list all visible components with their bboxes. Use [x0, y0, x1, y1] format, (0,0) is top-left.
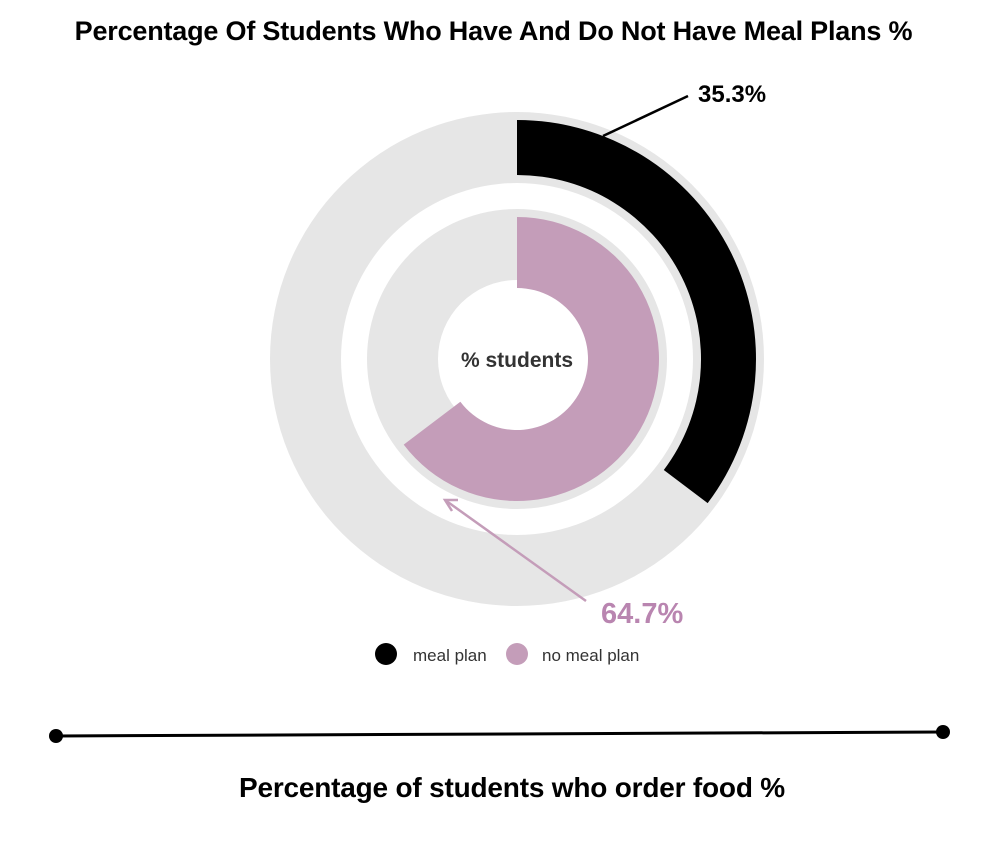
data-label-meal-plan: 35.3%: [698, 81, 766, 108]
bar-meal-plan: [517, 120, 756, 504]
legend-label: no meal plan: [542, 646, 639, 665]
center-label: % students: [461, 349, 573, 372]
divider-line: [49, 725, 950, 743]
divider-left-dot: [49, 729, 63, 743]
data-label-no-meal-plan: 64.7%: [601, 598, 683, 630]
legend-label: meal plan: [413, 646, 487, 665]
chart-title: Percentage Of Students Who Have And Do N…: [74, 16, 913, 46]
chart-annotations: 35.3% 64.7%: [442, 81, 766, 630]
leader-line-no-meal-plan: [444, 498, 587, 603]
bar-no-meal-plan: [403, 217, 660, 502]
legend-swatch: [506, 643, 528, 665]
legend-item-no-meal-plan[interactable]: no meal plan: [506, 643, 639, 665]
order-food-title: Percentage of students who order food %: [238, 772, 786, 803]
chart-bars: [403, 120, 756, 504]
leader-line-meal-plan: [602, 94, 689, 138]
legend: meal plan no meal plan: [375, 643, 639, 665]
legend-swatch: [375, 643, 397, 665]
divider-right-dot: [936, 725, 950, 739]
arrowhead-no-meal-plan: [442, 498, 458, 512]
legend-item-meal-plan[interactable]: meal plan: [375, 643, 487, 665]
